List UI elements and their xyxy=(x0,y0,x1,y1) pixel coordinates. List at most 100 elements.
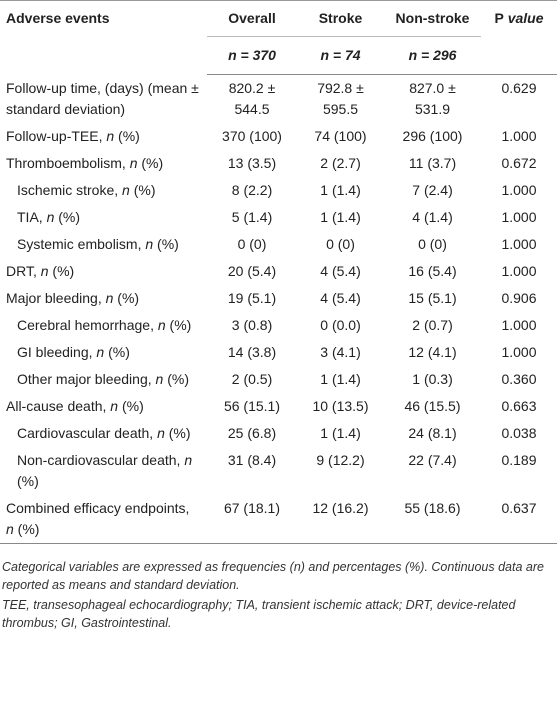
cell: 11 (3.7) xyxy=(408,155,457,171)
cell: 55 (18.6) xyxy=(384,495,481,544)
italic-text: n xyxy=(40,263,49,279)
table-row: TIA, n (%) 5 (1.4) 1 (1.4) 4 (1.4) 1.000 xyxy=(0,204,557,231)
row-label: Ischemic stroke, n (%) xyxy=(0,177,207,204)
cell: 67 (18.1) xyxy=(207,495,297,544)
italic-text: n xyxy=(122,182,130,198)
italic-text: n xyxy=(184,452,193,468)
cell: 12 (4.1) xyxy=(408,344,457,360)
cell: 0.360 xyxy=(501,371,537,387)
table-row: Follow-up-TEE, n (%) 370 (100) 74 (100) 296… xyxy=(0,123,557,150)
cell: 1.000 xyxy=(501,236,537,252)
cell: 0.038 xyxy=(501,425,537,441)
cell: 12 (16.2) xyxy=(297,495,384,544)
table-row: DRT, n (%) 20 (5.4) 4 (5.4) 16 (5.4) 1.000 xyxy=(0,258,557,285)
text: Systemic embolism, xyxy=(17,236,146,252)
cell: 2 (0.5) xyxy=(231,371,273,387)
table-row: Cerebral hemorrhage, n (%) 3 (0.8) 0 (0.0)… xyxy=(0,312,557,339)
text: (%) xyxy=(54,209,81,225)
text: (%) xyxy=(165,317,192,333)
cell: 1 (1.4) xyxy=(320,371,361,387)
footnotes: Categorical variables are expressed as f… xyxy=(0,558,557,632)
text: Stroke xyxy=(318,10,363,26)
cell: 0.672 xyxy=(501,155,537,171)
table-row: All-cause death, n (%) 56 (15.1) 10 (13.5)… xyxy=(0,393,557,420)
cell: 1.000 xyxy=(501,317,537,333)
italic-text: n xyxy=(6,521,14,537)
cell: 20 (5.4) xyxy=(227,263,277,279)
row-label: Combined efficacy endpoints, n (%) xyxy=(0,495,207,544)
cell: 0.663 xyxy=(501,398,537,414)
row-label: Major bleeding, n (%) xyxy=(0,285,207,312)
cell: 1 (1.4) xyxy=(320,209,361,225)
italic-text: n xyxy=(157,317,166,333)
row-label: Other major bleeding, n (%) xyxy=(0,366,207,393)
table-row: Systemic embolism, n (%) 0 (0) 0 (0) 0 (0) 1… xyxy=(0,231,557,258)
text: TIA, xyxy=(17,209,47,225)
header-row: Adverse events Overall Stroke Non-stroke P v… xyxy=(0,0,557,37)
cell: 1.000 xyxy=(501,128,537,144)
footnote: TEE, transesophageal echocardiography; T… xyxy=(2,598,516,630)
cell: 1.000 xyxy=(501,209,537,225)
text: (%) xyxy=(118,398,144,414)
italic-text: n xyxy=(157,425,165,441)
text: (%) xyxy=(163,371,189,387)
cell: 296 (100) xyxy=(402,128,463,144)
cell: 16 (5.4) xyxy=(408,263,457,279)
cell: 46 (15.5) xyxy=(404,398,461,414)
row-label: Systemic embolism, n (%) xyxy=(0,231,207,258)
italic-text: n xyxy=(155,371,164,387)
text: Non-stroke xyxy=(395,10,470,26)
cell: 13 (3.5) xyxy=(227,155,277,171)
cell: 9 (12.2) xyxy=(316,452,365,468)
table: Adverse events Overall Stroke Non-stroke P v… xyxy=(0,0,557,544)
cell: 0.629 xyxy=(501,80,537,96)
text: (%) xyxy=(17,473,39,489)
italic-text: n xyxy=(46,209,55,225)
italic-text: n xyxy=(106,128,115,144)
text: (%) xyxy=(164,425,191,441)
subheader-cell: n = 370 xyxy=(207,36,297,75)
text: Ischemic stroke, xyxy=(17,182,123,198)
cell: 1 (0.3) xyxy=(412,371,453,387)
footnote: Categorical variables are expressed as f… xyxy=(2,560,544,592)
cell: 1.000 xyxy=(501,182,537,198)
text: (%) xyxy=(153,236,179,252)
cell: 0.906 xyxy=(501,290,537,306)
cell: 2 (0.7) xyxy=(412,317,453,333)
text: Combined efficacy endpoints, xyxy=(6,500,190,516)
italic-text: n xyxy=(145,236,154,252)
table-row: Cardiovascular death, n (%) 25 (6.8) 1 (1.… xyxy=(0,420,557,447)
italic-text: n xyxy=(96,344,105,360)
text: Thromboembolism, xyxy=(6,155,130,171)
cell: 24 (8.1) xyxy=(408,425,457,441)
row-label: Follow-up time, (days) (mean ± standard … xyxy=(0,75,207,124)
table-body: Follow-up time, (days) (mean ± standard … xyxy=(0,75,557,544)
text: Non-cardiovascular death, xyxy=(17,452,185,468)
cell: 3 (4.1) xyxy=(320,344,361,360)
text: P xyxy=(494,10,504,26)
text: Follow-up-TEE, xyxy=(6,128,107,144)
text: Cardiovascular death, xyxy=(17,425,158,441)
header-cell: Non-stroke xyxy=(384,0,481,37)
cell: 370 (100) xyxy=(222,128,282,144)
table-row: Thromboembolism, n (%) 13 (3.5) 2 (2.7) 11 … xyxy=(0,150,557,177)
table-row: GI bleeding, n (%) 14 (3.8) 3 (4.1) 12 (4.1… xyxy=(0,339,557,366)
header-cell: Adverse events xyxy=(0,1,207,75)
cell: 15 (5.1) xyxy=(408,290,457,306)
text: Follow-up time, (days) (mean ± standard … xyxy=(6,79,199,117)
text: (%) xyxy=(137,155,164,171)
row-label: DRT, n (%) xyxy=(0,258,207,285)
italic-text: n xyxy=(105,290,114,306)
cell: 4 (1.4) xyxy=(412,209,453,225)
text: Major bleeding, xyxy=(6,290,106,306)
cell: 820.2 ± 544.5 xyxy=(228,80,276,117)
row-label: Follow-up-TEE, n (%) xyxy=(0,123,207,150)
cell: 0 (0) xyxy=(418,236,447,252)
subheader-cell: n = 296 xyxy=(384,36,481,75)
text: Adverse events xyxy=(6,10,110,26)
cell: 22 (7.4) xyxy=(408,452,457,468)
cell: 1 (1.4) xyxy=(320,425,361,441)
text: All-cause death, xyxy=(6,398,111,414)
cell: 0.637 xyxy=(481,495,557,544)
cell: 2 (2.7) xyxy=(320,155,361,171)
